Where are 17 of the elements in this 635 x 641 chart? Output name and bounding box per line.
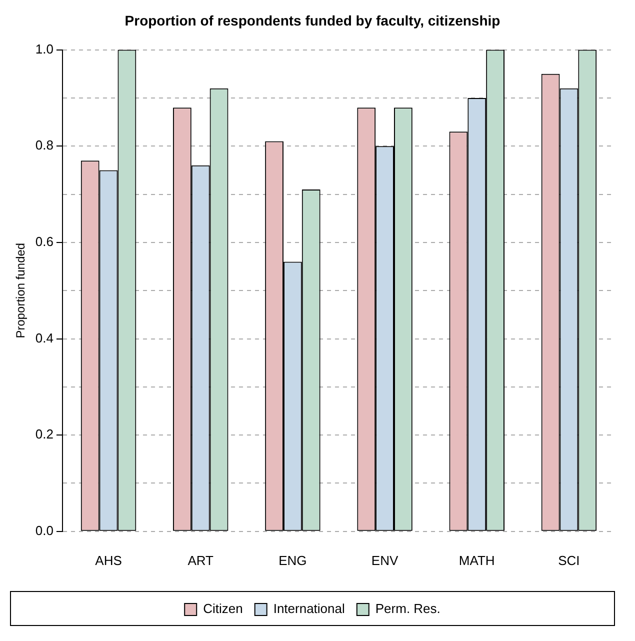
chart-title: Proportion of respondents funded by faculty, citizenship [124,12,500,28]
x-tick-label: MATH [458,552,495,568]
y-tick-label: 1.0 [35,41,54,56]
y-tick-label: 0.4 [35,330,54,346]
x-tick-label: AHS [95,552,122,568]
y-tick-label: 0.8 [35,138,54,153]
x-tick-label: ART [188,552,214,568]
legend-label: International [273,601,345,616]
x-tick-label: ENG [278,552,307,568]
x-tick-label: SCI [558,552,580,568]
x-tick-label: ENV [371,552,398,568]
y-tick-label: 0.2 [35,426,54,442]
y-tick-label: 0.6 [35,234,54,250]
y-axis-title: Proportion funded [14,242,28,338]
legend-label: Perm. Res. [375,601,440,616]
y-tick-label: 0.0 [35,522,54,538]
legend-label: Citizen [203,601,243,616]
